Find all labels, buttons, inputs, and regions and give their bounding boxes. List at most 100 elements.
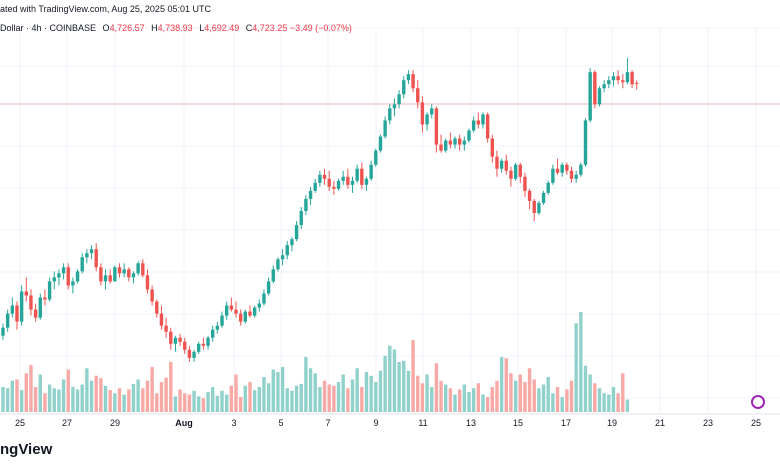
volume-bar xyxy=(159,382,164,412)
volume-bar xyxy=(518,374,522,412)
volume-bar xyxy=(565,389,569,412)
candle-body xyxy=(360,168,364,185)
candle-body xyxy=(33,309,38,318)
close-label: C xyxy=(245,23,253,33)
candle-body xyxy=(378,136,383,151)
candle-body xyxy=(80,257,84,272)
volume-bar xyxy=(593,383,597,412)
candle-body xyxy=(276,259,280,270)
candle-body xyxy=(192,351,196,358)
volume-bar xyxy=(579,312,583,412)
candle-body xyxy=(19,291,24,322)
candle-body xyxy=(5,313,10,328)
volume-bar xyxy=(201,398,206,412)
volume-bar xyxy=(127,389,131,412)
candle-body xyxy=(420,102,425,125)
high-label: H xyxy=(151,23,158,33)
volume-bar xyxy=(430,387,434,412)
candle-body xyxy=(411,74,415,89)
volume-bar xyxy=(266,383,271,412)
candle-body xyxy=(234,309,238,314)
candle-body xyxy=(635,82,639,84)
candle-body xyxy=(122,269,126,274)
volume-bar xyxy=(332,385,336,412)
volume-bar xyxy=(607,394,611,412)
candle-body xyxy=(555,168,560,173)
volume-bar xyxy=(80,384,84,412)
candle-body xyxy=(224,305,229,316)
candle-body xyxy=(560,164,564,173)
volume-bar xyxy=(122,394,126,412)
volume-bar xyxy=(402,360,406,412)
candle-body xyxy=(248,311,252,316)
volume-bar xyxy=(616,393,620,412)
volume-bar xyxy=(369,375,373,412)
low-label: L xyxy=(199,23,205,33)
candle-body xyxy=(546,182,550,193)
volume-bar xyxy=(350,379,355,412)
candle-body xyxy=(527,190,532,201)
time-tick-label: 3 xyxy=(231,418,236,428)
volume-bar xyxy=(388,345,392,412)
volume-bar xyxy=(257,387,261,412)
candle-body xyxy=(308,190,313,199)
volume-bar xyxy=(378,370,383,412)
volume-bar xyxy=(5,388,10,412)
settings-icon[interactable] xyxy=(751,395,765,409)
volume-bar xyxy=(541,384,546,412)
volume-bar xyxy=(434,363,439,412)
volume-bar xyxy=(304,357,308,412)
time-tick-label: 17 xyxy=(561,418,571,428)
volume-bar xyxy=(485,397,490,412)
candle-body xyxy=(593,72,597,105)
candle-body xyxy=(434,108,439,145)
candle-body xyxy=(178,337,182,342)
candle-body xyxy=(523,176,527,191)
candle-body xyxy=(290,239,294,246)
candle-body xyxy=(29,295,33,310)
candle-body xyxy=(294,225,299,240)
volume-bar xyxy=(420,383,425,412)
volume-bar xyxy=(611,387,616,412)
volume-bar xyxy=(476,383,481,412)
volume-bar xyxy=(318,387,322,412)
candle-body xyxy=(243,311,248,322)
candle-body xyxy=(416,88,420,103)
volume-bar xyxy=(537,388,541,412)
volume-bar xyxy=(215,395,220,412)
volume-bar xyxy=(513,380,518,412)
low-value: 4,692.49 xyxy=(204,23,240,33)
high-value: 4,738.93 xyxy=(157,23,193,33)
candle-body xyxy=(616,76,620,81)
candle-body xyxy=(579,164,583,175)
volume-bar xyxy=(224,394,229,412)
candle-body xyxy=(24,291,28,296)
time-tick-label: 19 xyxy=(607,418,617,428)
volume-bar xyxy=(481,394,485,412)
volume-bar xyxy=(532,379,536,412)
volume-bar xyxy=(1,387,5,412)
volume-bar xyxy=(341,374,345,412)
candle-body xyxy=(574,174,578,179)
volume-bar xyxy=(602,393,606,412)
candle-body xyxy=(448,140,453,145)
volume-bar xyxy=(527,368,532,412)
time-tick-label: 13 xyxy=(466,418,476,428)
volume-bar xyxy=(555,387,560,412)
volume-bar xyxy=(597,388,602,412)
volume-bar xyxy=(131,383,136,412)
volume-bar xyxy=(173,396,178,412)
volume-bar xyxy=(444,384,448,412)
candle-body xyxy=(299,210,303,226)
volume-bar xyxy=(229,385,234,412)
candle-body xyxy=(350,180,355,185)
candle-body xyxy=(304,198,308,211)
candle-body xyxy=(471,120,476,131)
candle-body xyxy=(336,180,341,189)
candle-body xyxy=(364,178,369,185)
change-value: −3.49 (−0.07%) xyxy=(289,23,352,33)
volume-bar xyxy=(360,387,364,412)
volume-bar xyxy=(625,399,630,412)
candle-body xyxy=(565,164,569,171)
